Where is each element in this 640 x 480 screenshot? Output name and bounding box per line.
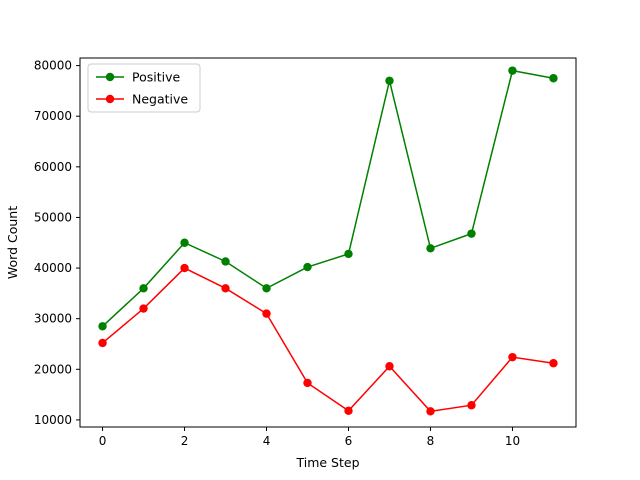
y-tick-label: 70000 xyxy=(34,109,72,123)
y-tick-label: 60000 xyxy=(34,160,72,174)
data-point-negative xyxy=(508,352,517,362)
legend: Positive Negative xyxy=(87,63,201,113)
x-axis-ticks: 0 2 4 6 8 10 xyxy=(99,427,520,448)
y-axis-ticks: 10000 20000 30000 40000 50000 60000 70000 80000 xyxy=(34,59,80,427)
x-tick-label: 4 xyxy=(263,434,271,448)
y-tick-label: 10000 xyxy=(34,413,72,427)
y-tick-label: 50000 xyxy=(34,210,72,224)
axes-frame xyxy=(79,57,577,428)
x-tick-label: 0 xyxy=(99,434,107,448)
data-point-positive xyxy=(303,262,312,272)
x-tick-label: 8 xyxy=(427,434,435,448)
data-point-positive xyxy=(139,284,148,293)
data-point-positive xyxy=(98,322,107,331)
data-point-negative xyxy=(426,407,435,416)
y-axis-label: Word Count xyxy=(5,206,20,279)
data-point-negative xyxy=(467,401,476,410)
x-axis-label: Time Step xyxy=(295,455,359,470)
data-point-negative xyxy=(98,338,107,348)
data-point-positive xyxy=(426,244,435,253)
legend-marker-negative xyxy=(105,94,115,104)
data-point-positive xyxy=(180,238,189,247)
data-point-positive xyxy=(549,74,558,83)
series-layer xyxy=(98,66,558,416)
data-point-negative xyxy=(221,284,230,293)
legend-box xyxy=(87,63,201,113)
x-tick-label: 10 xyxy=(505,434,520,448)
data-point-positive xyxy=(385,76,394,85)
data-point-negative xyxy=(180,263,189,273)
series-line-positive xyxy=(102,69,554,327)
data-point-positive xyxy=(508,66,517,75)
data-point-negative xyxy=(344,406,353,416)
data-point-negative xyxy=(303,378,312,388)
data-point-negative xyxy=(385,362,394,371)
y-tick-label: 80000 xyxy=(34,59,72,73)
data-point-positive xyxy=(221,257,230,266)
data-point-positive xyxy=(467,229,476,238)
data-point-negative xyxy=(262,309,271,318)
x-tick-label: 2 xyxy=(181,434,189,448)
legend-label-negative: Negative xyxy=(132,92,188,107)
x-tick-label: 6 xyxy=(345,434,353,448)
data-point-positive xyxy=(344,249,353,259)
data-point-negative xyxy=(549,359,558,368)
series-line-negative xyxy=(102,267,554,413)
y-tick-label: 30000 xyxy=(34,312,72,326)
data-point-negative xyxy=(139,304,148,313)
legend-marker-positive xyxy=(105,72,115,82)
y-tick-label: 20000 xyxy=(34,362,72,376)
y-tick-label: 40000 xyxy=(34,261,72,275)
legend-label-positive: Positive xyxy=(132,70,180,85)
data-point-positive xyxy=(262,284,271,293)
